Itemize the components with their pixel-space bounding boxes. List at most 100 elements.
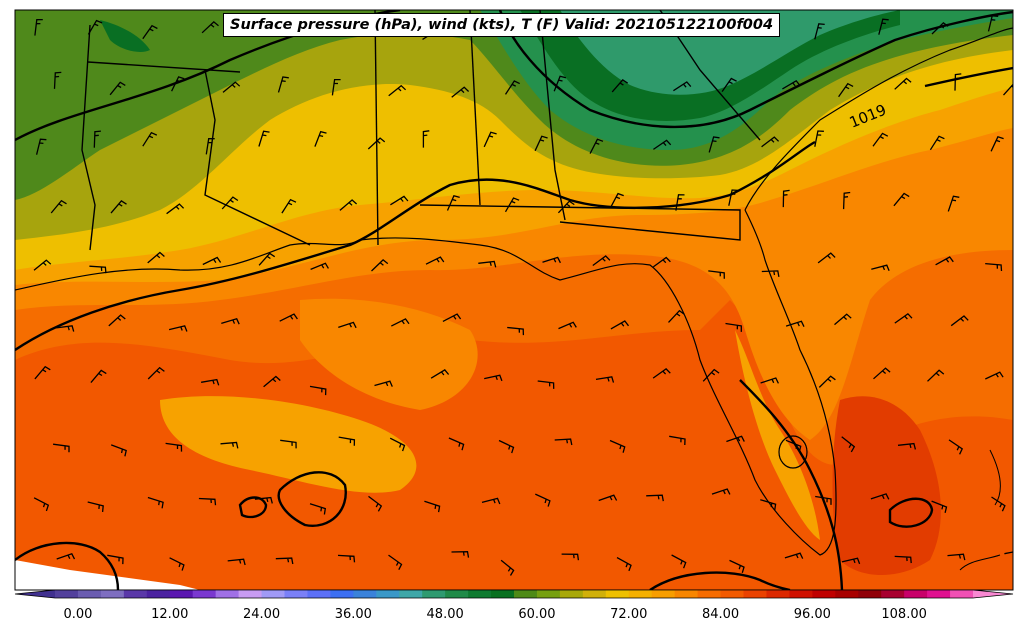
temp-band-nw-dark <box>100 20 150 52</box>
isobar-7 <box>238 496 268 519</box>
wind-barb <box>277 76 289 93</box>
wind-barb <box>673 81 692 92</box>
wind-barb <box>782 79 801 90</box>
wind-barb <box>221 318 240 325</box>
wind-barb <box>309 503 327 515</box>
wind-barb <box>166 203 185 215</box>
wind-barb <box>165 442 183 452</box>
wind-barb <box>221 196 239 210</box>
temperature-field <box>15 10 1013 590</box>
wind-barb <box>147 251 165 264</box>
colorbar-segment <box>858 590 882 598</box>
wind-barb <box>504 80 520 95</box>
wind-barb <box>897 442 917 450</box>
missing-data <box>15 560 200 590</box>
state-line-4 <box>374 10 379 246</box>
temp-band-gulf-mid <box>300 298 478 410</box>
colorbar-segment <box>399 590 423 598</box>
colorbar-segment <box>559 590 584 598</box>
colorbar-tick-label: 24.00 <box>242 607 281 622</box>
wind-barb <box>254 496 273 504</box>
wind-barb <box>782 189 790 208</box>
wind-barb <box>168 325 188 332</box>
colorbar-tick-label: 60.00 <box>518 607 556 622</box>
wind-barb <box>107 554 124 565</box>
wind-barb <box>987 15 999 32</box>
wind-barb <box>56 325 75 332</box>
isobars <box>15 10 1013 590</box>
wind-barb <box>171 76 185 92</box>
wind-barb <box>711 488 731 495</box>
wind-barb <box>374 380 393 387</box>
colorbar-segment <box>720 590 744 598</box>
wind-barb <box>990 136 1004 152</box>
state-line-7 <box>539 10 566 221</box>
wind-barb <box>220 441 239 449</box>
temp-band-red <box>832 396 941 575</box>
wind-barb <box>367 137 386 150</box>
colorbar-segment <box>123 590 148 598</box>
wind-barb <box>708 136 720 153</box>
wind-barb <box>929 135 945 151</box>
wind-barb <box>56 553 76 560</box>
wind-barb <box>430 369 450 379</box>
wind-barb <box>785 320 805 327</box>
colorbar-segment <box>927 590 951 598</box>
wind-barb <box>89 265 107 274</box>
state-line-2 <box>87 61 241 73</box>
wind-barb <box>646 494 664 502</box>
wind-barb <box>814 23 825 40</box>
colorbar-segment <box>215 590 240 598</box>
state-line-5 <box>469 10 481 206</box>
wind-barb <box>258 130 270 147</box>
wind-barb <box>878 18 889 35</box>
wind-barb <box>314 130 327 147</box>
wind-barb <box>954 73 962 91</box>
wind-barb <box>279 313 298 322</box>
wind-barb <box>818 375 836 388</box>
wind-barb <box>785 439 802 453</box>
wind-barb <box>142 131 158 147</box>
wind-barb <box>310 262 329 271</box>
wind-barb <box>894 77 912 90</box>
colorbar-tick-label: 96.00 <box>793 607 831 622</box>
wind-barb <box>894 555 912 564</box>
wind-barb <box>337 554 356 563</box>
colorbar-segment <box>651 590 676 598</box>
wind-barb <box>589 138 604 154</box>
colorbar-tick-label: 36.00 <box>334 607 372 622</box>
colorbar-segment <box>536 590 561 598</box>
wind-barb <box>761 270 780 278</box>
wind-barb <box>1003 83 1013 96</box>
wind-barb <box>948 439 964 455</box>
isobar-8 <box>888 497 934 528</box>
wind-barb <box>872 132 889 147</box>
wind-barb <box>280 439 297 449</box>
wind-barb <box>927 369 945 382</box>
wind-barb <box>424 500 441 513</box>
wind-barb <box>389 437 406 452</box>
wind-barb <box>893 192 910 207</box>
wind-barb <box>446 195 460 211</box>
wind-barb <box>263 375 281 388</box>
colorbar-segment <box>353 590 377 598</box>
boundaries <box>15 10 1013 571</box>
wind-barb <box>675 194 685 211</box>
wind-barb <box>609 192 624 209</box>
wind-barb <box>595 376 615 383</box>
colorbar-segment <box>146 590 171 598</box>
wind-barb <box>726 435 745 443</box>
wind-barb <box>728 189 739 206</box>
wind-barb <box>388 84 407 97</box>
colorbar-tick-label: 12.00 <box>151 607 189 622</box>
colorbar-segment <box>605 590 630 598</box>
colorbar-segment <box>284 590 308 598</box>
wind-barb <box>108 314 126 327</box>
wind-barbs <box>33 15 1013 576</box>
wind-barb <box>535 493 551 507</box>
colorbar-segment <box>307 590 331 598</box>
wind-barb <box>668 309 685 323</box>
wind-barb <box>873 367 891 380</box>
colorbar-segment <box>77 590 102 598</box>
